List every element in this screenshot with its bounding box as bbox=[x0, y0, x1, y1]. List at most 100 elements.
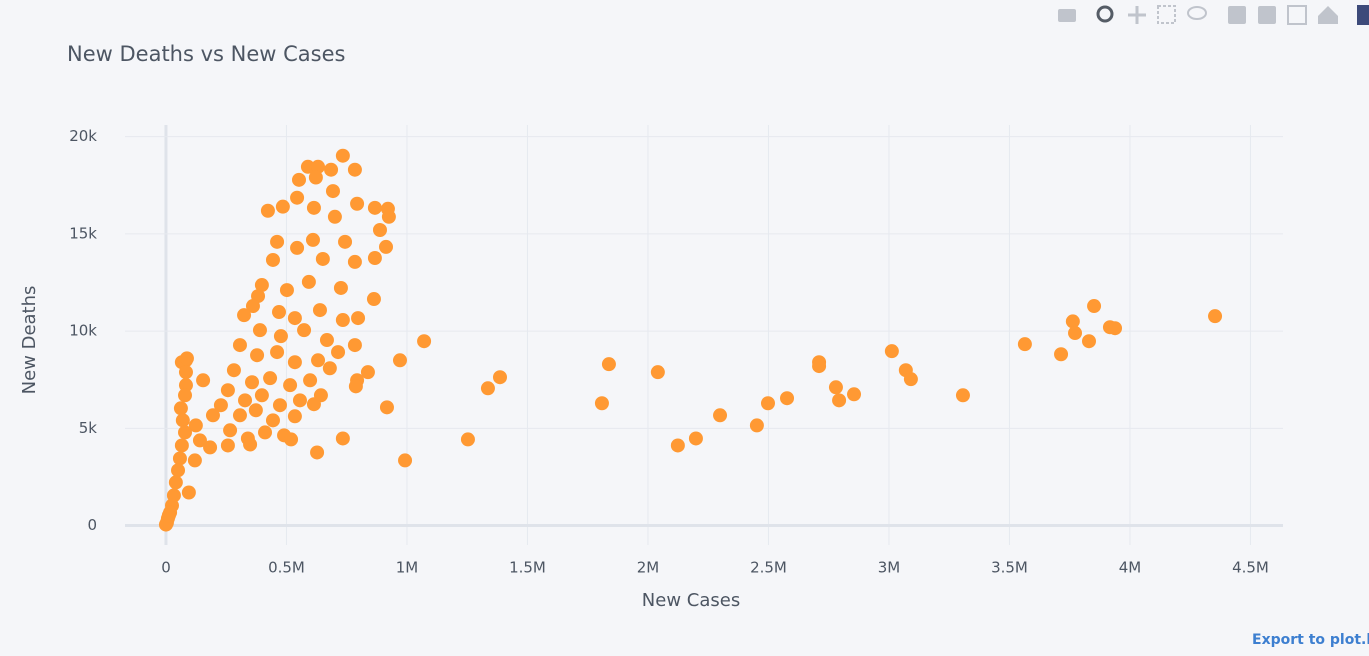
scatter-point bbox=[847, 387, 862, 402]
select-icon[interactable] bbox=[1157, 5, 1176, 24]
scatter-point bbox=[335, 148, 350, 163]
scatter-point bbox=[254, 388, 269, 403]
scatter-point bbox=[303, 373, 318, 388]
pan-icon[interactable] bbox=[1128, 6, 1146, 24]
scatter-point bbox=[297, 323, 312, 338]
chart-title: New Deaths vs New Cases bbox=[67, 42, 345, 66]
lasso-icon[interactable] bbox=[1187, 6, 1207, 20]
autoscale-icon[interactable] bbox=[1287, 5, 1307, 25]
scatter-point bbox=[319, 333, 334, 348]
scatter-point bbox=[884, 344, 899, 359]
y-tick-label: 5k bbox=[79, 419, 98, 437]
scatter-point bbox=[252, 323, 267, 338]
scatter-point bbox=[223, 423, 238, 438]
scatter-point bbox=[279, 283, 294, 298]
plotly-logo[interactable] bbox=[1357, 5, 1369, 25]
scatter-point bbox=[670, 438, 685, 453]
export-link[interactable]: Export to plot.ly » bbox=[1252, 632, 1369, 648]
grid bbox=[125, 125, 1283, 545]
scatter-point bbox=[1208, 309, 1223, 324]
x-tick-label: 2M bbox=[637, 559, 660, 577]
scatter-point bbox=[168, 475, 183, 490]
x-tick-label: 1M bbox=[396, 559, 419, 577]
scatter-point bbox=[1054, 347, 1069, 362]
scatter-point bbox=[301, 274, 316, 289]
scatter-point bbox=[311, 353, 326, 368]
scatter-point bbox=[688, 431, 703, 446]
scatter-point bbox=[1017, 337, 1032, 352]
scatter-point bbox=[245, 375, 260, 390]
scatter-point bbox=[273, 329, 288, 344]
scatter-point bbox=[379, 400, 394, 415]
scatter-point bbox=[270, 345, 285, 360]
scatter-point bbox=[237, 308, 252, 323]
scatter-point bbox=[270, 234, 285, 249]
scatter-point bbox=[172, 451, 187, 466]
scatter-point bbox=[1108, 321, 1123, 336]
scatter-point bbox=[311, 159, 326, 174]
scatter-point bbox=[417, 334, 432, 349]
scatter-point bbox=[381, 209, 396, 224]
scatter-point bbox=[310, 445, 325, 460]
scatter-point bbox=[812, 359, 827, 374]
scatter-point bbox=[292, 172, 307, 187]
scatter-point bbox=[271, 305, 286, 320]
scatter-point bbox=[594, 396, 609, 411]
scatter-point bbox=[903, 372, 918, 387]
scatter-point bbox=[350, 196, 365, 211]
scatter-point bbox=[955, 388, 970, 403]
scatter-point bbox=[335, 313, 350, 328]
scatter-point bbox=[188, 418, 203, 433]
scatter-point bbox=[322, 361, 337, 376]
scatter-point bbox=[492, 370, 507, 385]
scatter-point bbox=[265, 413, 280, 428]
scatter-point bbox=[292, 393, 307, 408]
scatter-point bbox=[306, 200, 321, 215]
x-tick-label: 4M bbox=[1119, 559, 1142, 577]
scatter-point bbox=[1087, 299, 1102, 314]
x-tick-label: 0 bbox=[161, 559, 171, 577]
scatter-point bbox=[1068, 326, 1083, 341]
scatter-point bbox=[283, 378, 298, 393]
scatter-point bbox=[347, 338, 362, 353]
scatter-point bbox=[181, 485, 196, 500]
scatter-point bbox=[1065, 314, 1080, 329]
scatter-point bbox=[398, 453, 413, 468]
scatter-point bbox=[232, 338, 247, 353]
scatter-point bbox=[238, 393, 253, 408]
scatter-point bbox=[780, 391, 795, 406]
scatter-point bbox=[287, 311, 302, 326]
y-tick-label: 15k bbox=[69, 224, 97, 242]
scatter-point bbox=[272, 398, 287, 413]
scatter-point bbox=[171, 463, 186, 478]
scatter-point bbox=[290, 240, 305, 255]
scatter-point bbox=[287, 355, 302, 370]
camera-icon[interactable] bbox=[1058, 9, 1076, 22]
scatter-point bbox=[331, 345, 346, 360]
scatter-point bbox=[760, 396, 775, 411]
scatter-point bbox=[258, 425, 273, 440]
x-axis-label: New Cases bbox=[642, 590, 740, 611]
scatter-point bbox=[650, 365, 665, 380]
x-tick-label: 0.5M bbox=[268, 559, 305, 577]
scatter-point bbox=[161, 508, 176, 523]
scatter-point bbox=[263, 371, 278, 386]
scatter-point bbox=[243, 437, 258, 452]
scatter-point bbox=[372, 223, 387, 237]
scatter-point bbox=[248, 403, 263, 418]
zoom-in-icon[interactable] bbox=[1228, 6, 1246, 24]
scatter-point bbox=[351, 311, 366, 326]
scatter-point bbox=[265, 252, 280, 267]
zoom-out-icon[interactable] bbox=[1258, 6, 1276, 24]
scatter-point bbox=[333, 280, 348, 295]
home-icon[interactable] bbox=[1318, 6, 1338, 24]
zoom-icon[interactable] bbox=[1096, 5, 1114, 23]
scatter-point bbox=[832, 393, 847, 408]
scatter-point bbox=[226, 363, 241, 378]
x-tick-label: 3.5M bbox=[991, 559, 1028, 577]
scatter-point bbox=[367, 200, 382, 215]
scatter-point bbox=[366, 292, 381, 307]
scatter-point bbox=[1081, 334, 1096, 349]
y-axis-label: New Deaths bbox=[19, 286, 40, 395]
